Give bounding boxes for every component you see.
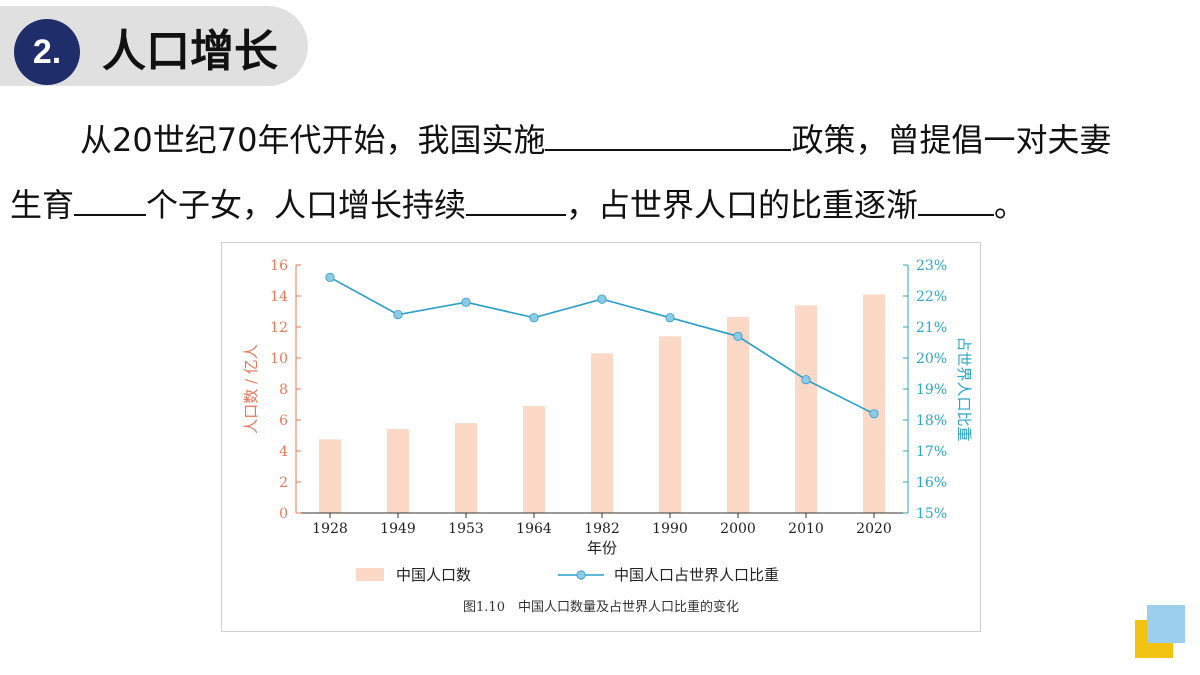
left-tick-label: 4 [279,444,288,460]
bar-1982 [591,353,613,513]
left-tick-label: 16 [270,258,288,274]
paragraph-line-1: 从20世纪70年代开始，我国实施 政策，曾提倡一对夫妻 [10,119,1190,161]
right-tick-label: 20% [916,351,947,367]
share-point-1982 [597,294,607,304]
bar-2010 [795,305,817,513]
x-tick-label: 1982 [584,521,620,537]
section-number-badge: 2. [14,19,80,85]
bar-2000 [727,316,749,513]
share-point-2000 [733,331,743,341]
x-tick-label: 2010 [788,521,824,537]
legend-bar-label: 中国人口数 [396,566,471,584]
share-point-1964 [529,313,539,323]
left-tick-label: 2 [279,475,288,491]
right-tick-label: 23% [916,258,947,274]
legend-bar-swatch [356,568,384,581]
right-tick-label: 22% [916,289,947,305]
legend-line-marker [576,570,586,580]
chart-caption: 图1.10 中国人口数量及占世界人口比重的变化 [463,599,739,615]
right-tick-label: 17% [916,444,947,460]
population-chart: 0 2 4 6 8 10 12 14 16 15% 16% 17% 18% 19% 20% 21% 22% 23%… [242,258,973,615]
right-tick-label: 18% [916,413,947,429]
fill-blank-2[interactable] [74,184,147,216]
x-tick-label: 2000 [720,521,756,537]
right-axis-label: 占世界人口比重 [955,336,973,441]
bar-1953 [455,423,477,513]
right-tick-label: 16% [916,475,947,491]
left-tick-label: 8 [279,382,288,398]
bar-2020 [863,294,885,513]
share-point-1990 [665,313,675,323]
text-segment: 政策，曾提倡一对夫妻 [791,121,1112,159]
x-axis-label: 年份 [587,539,617,557]
share-point-1928 [325,272,335,283]
right-tick-label: 15% [916,506,947,522]
fill-blank-1[interactable] [545,119,792,151]
bar-1949 [387,428,409,513]
text-segment: 。 [994,186,1027,224]
bar-1928 [319,439,341,513]
fill-blank-3[interactable] [466,184,567,216]
legend-line-label: 中国人口占世界人口比重 [614,566,779,584]
bar-1964 [523,406,545,513]
share-point-1953 [461,297,471,307]
x-tick-label: 1953 [448,521,484,537]
x-tick-label: 1964 [516,521,552,537]
fill-blank-4[interactable] [918,184,995,216]
text-segment: 个子女，人口增长持续 [146,186,467,224]
paragraph-line-2: 生育 个子女，人口增长持续 ，占世界人口的比重逐渐 。 [10,184,1190,226]
left-tick-label: 6 [279,413,288,429]
left-tick-label: 12 [270,320,288,336]
share-point-1949 [393,310,403,320]
right-tick-label: 21% [916,320,947,336]
bar-1990 [659,336,681,513]
x-tick-label: 1990 [652,521,688,537]
chart-figure: 0 2 4 6 8 10 12 14 16 15% 16% 17% 18% 19% 20% 21% 22% 23%… [221,242,981,632]
section-title: 人口增长 [102,26,278,77]
left-tick-label: 0 [279,506,288,522]
share-point-2020 [869,409,879,419]
section-header: 2. 人口增长 [0,6,308,86]
share-point-2010 [801,375,811,385]
text-segment: 从20世纪70年代开始，我国实施 [80,121,546,159]
x-tick-label: 1949 [380,521,416,537]
right-tick-label: 19% [916,382,947,398]
text-segment: ，占世界人口的比重逐渐 [566,186,919,224]
x-tick-label: 2020 [856,521,892,537]
left-tick-label: 10 [270,351,288,367]
decorative-square-blue [1147,605,1185,643]
left-tick-label: 14 [270,289,288,305]
left-axis-label: 人口数 / 亿人 [242,344,260,434]
text-segment: 生育 [10,186,75,224]
x-tick-label: 1928 [312,521,348,537]
